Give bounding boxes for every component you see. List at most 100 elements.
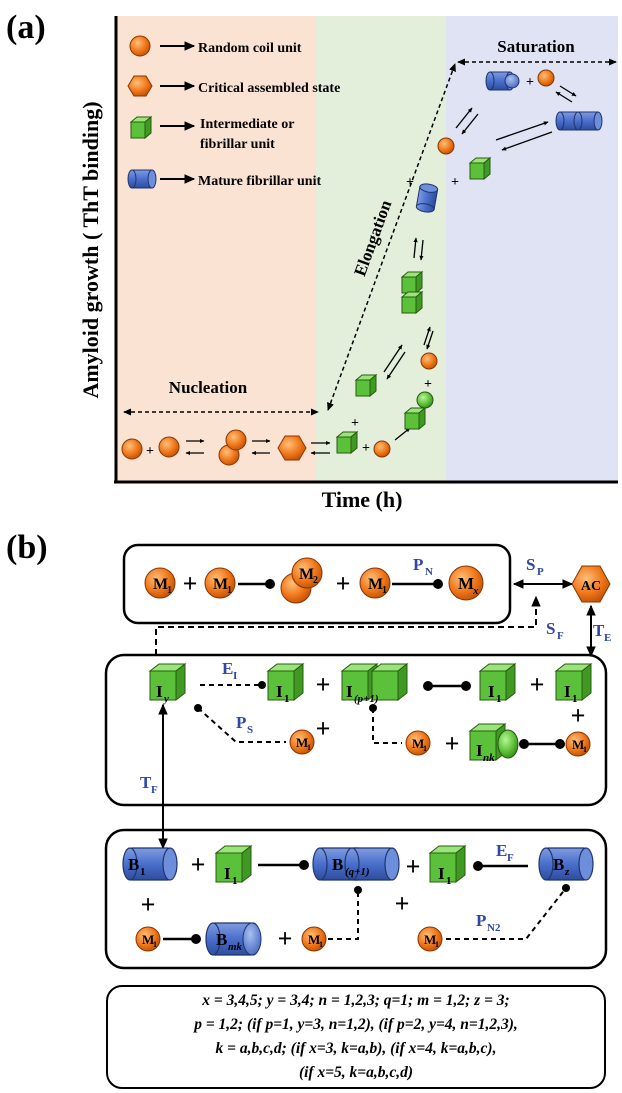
m1-label: M <box>412 736 424 751</box>
plus-sign: + <box>183 569 198 598</box>
ps-path <box>194 704 286 743</box>
ip1-sub: (p+1) <box>354 693 379 705</box>
mx-sphere <box>448 565 484 601</box>
plus-sign: + <box>336 569 351 598</box>
ac-label: AC <box>581 579 601 594</box>
m1-sphere <box>144 567 176 599</box>
m1-label: M <box>142 932 154 947</box>
x-axis-label: Time (h) <box>322 487 403 512</box>
m1-sub: 1 <box>167 585 172 596</box>
i1-label: I <box>488 682 495 701</box>
plus-sign: + <box>526 75 534 90</box>
i1-sub: 1 <box>284 693 290 705</box>
bmk-path <box>328 886 362 940</box>
m1-sub: 1 <box>435 940 439 949</box>
m1-sphere <box>405 730 431 756</box>
mx-sub: x <box>472 585 479 597</box>
nucleation-box <box>122 543 512 625</box>
m1-label: M <box>308 932 320 947</box>
monomer-sphere <box>420 352 438 370</box>
rate-sf-sub: F <box>557 630 564 642</box>
m1-label: M <box>368 576 383 593</box>
rate-tf-sub: F <box>151 784 158 796</box>
conditions-box: x = 3,4,5; y = 3,4; n = 1,2,3; q=1; m = … <box>106 985 606 1089</box>
fibril-box <box>104 828 608 970</box>
plus-sign: + <box>406 852 421 881</box>
plus-sign: + <box>424 377 432 392</box>
b1-sub: 1 <box>140 866 146 878</box>
monomer-sphere <box>121 438 143 460</box>
nucleation-label: Nucleation <box>169 378 248 397</box>
i1-label: I <box>276 682 283 701</box>
blue-sphere <box>504 73 520 89</box>
green-sphere <box>416 391 434 409</box>
condition-line: (if x=5, k=a,b,c,d) <box>298 1064 414 1081</box>
m1-sub: 1 <box>307 743 311 752</box>
m1-sphere <box>289 729 315 755</box>
panel-a-label: (a) <box>6 9 46 46</box>
bmk-sub: mk <box>228 941 243 953</box>
elongation-pathway: + + + + + <box>336 137 491 458</box>
plus-sign: + <box>571 701 586 730</box>
ink-sub: nk <box>483 752 495 764</box>
intermediate-cube <box>401 291 423 314</box>
saturation-pathway: + <box>455 69 603 151</box>
nucleation-pathway: + <box>121 429 331 466</box>
pn2-path <box>446 884 570 940</box>
i1-sub: 1 <box>446 875 452 887</box>
plus-sign: + <box>191 850 206 879</box>
rate-ef-sub: F <box>507 852 514 864</box>
m1-sphere <box>565 731 591 757</box>
nucleation-scheme: M 1 + M 1 M 2 + M 1 P N M x <box>144 555 484 604</box>
cylinder-unit <box>573 111 603 131</box>
plus-sign: + <box>395 889 410 918</box>
b1-label: B <box>128 855 139 874</box>
bq1-label: B <box>332 855 343 874</box>
iy-label: I <box>156 682 163 701</box>
m1-sub: 1 <box>227 585 232 596</box>
intermediate-cube <box>336 431 358 454</box>
m1-sphere <box>417 926 443 952</box>
intermediate-cube <box>355 374 377 397</box>
i1-sub: 1 <box>496 693 502 705</box>
ink-path <box>369 704 402 744</box>
m1-sphere <box>359 567 391 599</box>
monomer-sphere <box>437 137 455 155</box>
plus-sign: + <box>146 444 154 459</box>
ac-hexagon <box>571 565 611 603</box>
green-cube-icon <box>130 116 152 139</box>
rate-ef: E <box>496 841 507 860</box>
blue-cylinder-icon <box>127 169 157 189</box>
condition-line: x = 3,4,5; y = 3,4; n = 1,2,3; q=1; m = … <box>202 992 510 1009</box>
blue-sphere <box>242 922 262 956</box>
rate-te: T <box>593 621 605 640</box>
bmk-label: B <box>216 930 227 949</box>
legend: Random coil unit Critical assembled stat… <box>127 35 340 189</box>
condition-line: p = 1,2; (if p=1, y=3, n=1,2), (if p=2, … <box>194 1016 518 1033</box>
m1-sphere <box>204 567 236 599</box>
i1-label: I <box>224 864 231 883</box>
rate-te-sub: E <box>604 632 611 644</box>
m2-label: M <box>299 566 314 583</box>
i1-sub: 1 <box>232 875 238 887</box>
rate-ps: P <box>236 713 246 732</box>
intermediate-scheme: I y E I I 1 + I (p+1) I 1 + I 1 + P S M … <box>149 659 592 764</box>
i1-label: I <box>438 864 445 883</box>
m1-sphere <box>301 926 327 952</box>
m1-sub: 1 <box>382 585 387 596</box>
rate-sp: S <box>526 555 535 574</box>
rate-ei-sub: I <box>233 670 237 682</box>
m2-sub: 2 <box>313 575 318 586</box>
i1-sub: 1 <box>572 693 578 705</box>
ip1-label: I <box>346 682 353 701</box>
saturation-phase-bg <box>446 16 618 482</box>
plus-sign: + <box>316 670 331 699</box>
m1-label: M <box>572 737 584 752</box>
legend-intermediate-2: fibrillar unit <box>200 137 275 152</box>
plus-sign: + <box>406 175 414 190</box>
plus-sign: + <box>351 416 359 431</box>
rate-tf: T <box>140 773 152 792</box>
m2-sphere <box>291 557 323 589</box>
panel-b-label: (b) <box>6 529 48 566</box>
